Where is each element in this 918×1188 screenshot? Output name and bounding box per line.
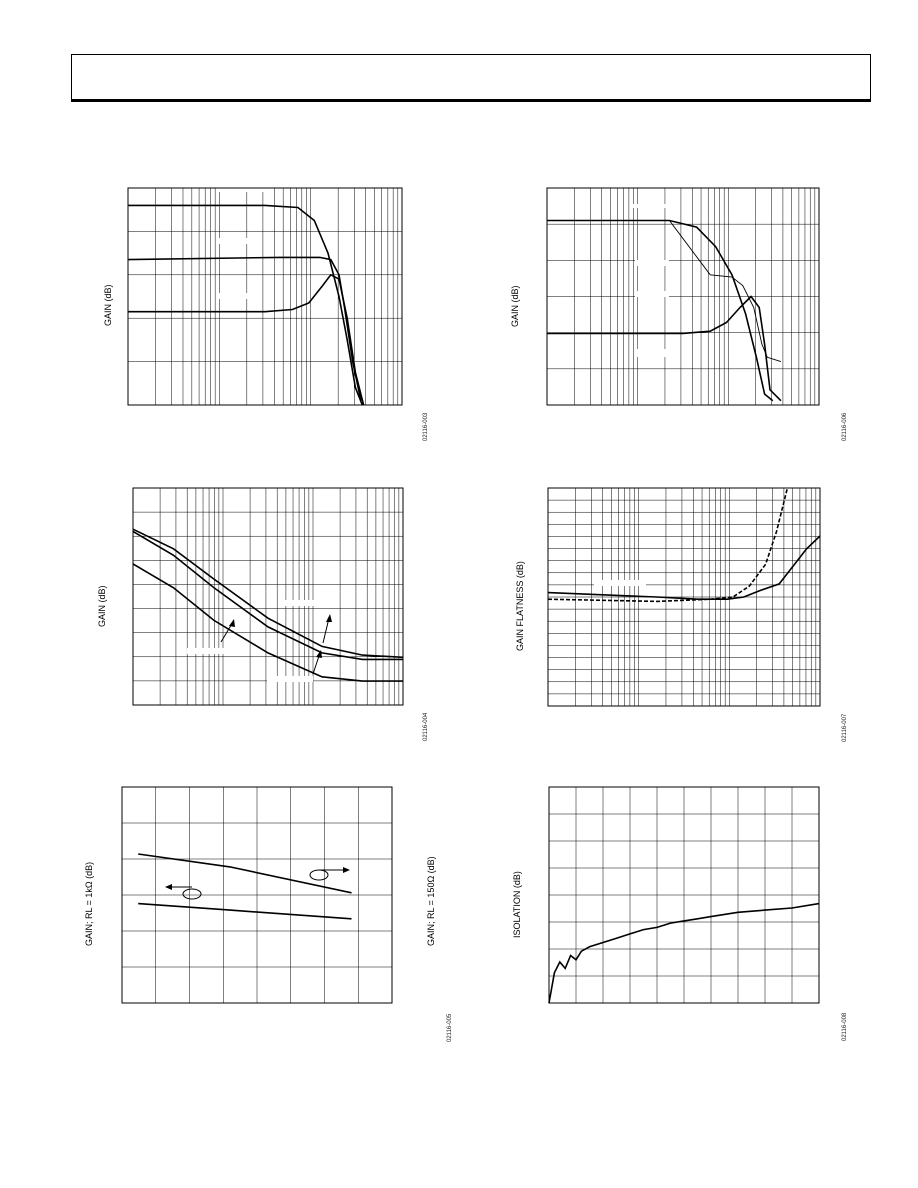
c3-label-mask xyxy=(267,676,313,682)
c3-y-axis-label: GAIN (dB) xyxy=(97,585,107,627)
c3-annotation-arrowhead-3 xyxy=(316,650,322,658)
c1-figure-code: 02116-003 xyxy=(423,412,429,441)
c5-right-axis-label: GAIN; RL = 150Ω (dB) xyxy=(426,856,436,946)
c6-figure-code: 02116-008 xyxy=(842,1012,848,1041)
c4-plot-area xyxy=(547,487,821,707)
c3-label-mask xyxy=(187,648,225,654)
c3-annotation-arrowhead-1 xyxy=(229,619,235,627)
chart-c1 xyxy=(127,187,403,406)
c2-label-mask xyxy=(631,204,667,208)
c5-series-marker-ellipse-left xyxy=(182,888,202,900)
c4-series-line-0 xyxy=(547,535,821,600)
c5-series-marker-ellipse-right xyxy=(309,869,329,881)
c3-series-line-1 xyxy=(132,530,403,661)
c5-series-line-0 xyxy=(138,853,352,894)
c1-y-axis-label: GAIN (dB) xyxy=(103,284,113,326)
chart-c4 xyxy=(547,487,821,707)
c1-series-line-2 xyxy=(128,273,365,406)
c2-plot-area xyxy=(546,187,820,406)
chart-c2 xyxy=(546,187,820,406)
c4-label-mask xyxy=(594,580,646,586)
c6-series-line-0 xyxy=(548,902,820,1004)
c1-label-mask xyxy=(216,188,268,192)
c3-series-line-0 xyxy=(132,528,404,659)
c6-plot-area xyxy=(548,786,820,1004)
c6-y-axis-label: ISOLATION (dB) xyxy=(512,871,522,938)
c3-plot-area xyxy=(132,487,404,706)
c3-figure-code: 02116-004 xyxy=(423,712,429,741)
c1-label-mask xyxy=(216,293,258,299)
c4-figure-code: 02116-007 xyxy=(842,713,848,742)
c1-plot-area xyxy=(127,187,403,406)
c2-label-mask xyxy=(635,349,671,357)
c3-annotation-arrow-2 xyxy=(322,617,330,644)
page-header-box xyxy=(71,54,871,102)
c5-y-axis-label: GAIN; RL = 1kΩ (dB) xyxy=(84,861,94,946)
c5-series-line-1 xyxy=(138,902,352,920)
c5-figure-code: 02116-005 xyxy=(447,1013,453,1042)
c5-arrowhead-right xyxy=(343,867,350,873)
c1-series-line-1 xyxy=(127,256,362,401)
chart-c6 xyxy=(548,786,820,1004)
c1-series-line-0 xyxy=(128,204,364,406)
chart-c5 xyxy=(121,786,393,1004)
c2-figure-code: 02116-006 xyxy=(842,412,848,441)
c3-series-line-2 xyxy=(132,563,403,682)
c2-series-line-2 xyxy=(547,295,782,402)
c2-y-axis-label: GAIN (dB) xyxy=(510,285,520,327)
c2-series-line-0 xyxy=(547,219,774,402)
c3-label-mask xyxy=(283,600,333,606)
c5-plot-area xyxy=(121,786,393,1004)
c2-label-mask xyxy=(635,260,669,266)
c2-label-mask xyxy=(635,291,669,297)
c1-label-mask xyxy=(216,238,262,244)
c4-y-axis-label: GAIN FLATNESS (dB) xyxy=(515,561,525,651)
c5-arrowhead-left xyxy=(165,884,172,890)
chart-c3 xyxy=(132,487,404,706)
c4-series-line-1 xyxy=(547,487,789,603)
c3-annotation-arrowhead-2 xyxy=(326,614,332,622)
